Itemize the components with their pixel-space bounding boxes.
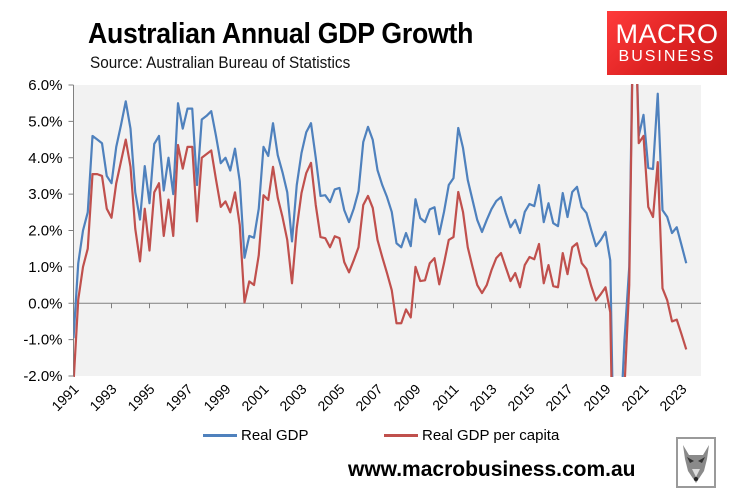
chart-title: Australian Annual GDP Growth	[88, 18, 474, 50]
logo-line-1: MACRO	[615, 19, 719, 49]
x-tick-label: 2021	[618, 381, 651, 414]
x-tick-label: 2011	[429, 381, 462, 414]
plot-area	[73, 85, 701, 376]
legend-item-real-gdp: Real GDP	[203, 427, 309, 444]
x-tick-label: 2009	[390, 381, 423, 414]
y-tick-label: 5.0%	[28, 113, 62, 130]
x-tick-label: 1995	[124, 381, 157, 414]
y-tick-label: 6.0%	[28, 77, 62, 94]
x-tick-label: 1991	[48, 381, 81, 414]
y-tick-label: 4.0%	[28, 150, 62, 167]
y-axis: 6.0% 5.0% 4.0% 3.0% 2.0% 1.0% 0.0% -1.0% -2.0%	[23, 77, 74, 385]
wolf-icon	[676, 437, 716, 488]
macrobusiness-logo: MACRO BUSINESS	[607, 11, 727, 75]
legend-label-real-gdp-per-capita: Real GDP per capita	[422, 427, 560, 444]
x-tick-label: 2003	[276, 381, 309, 414]
x-tick-label: 2005	[314, 381, 347, 414]
y-tick-label: 1.0%	[28, 259, 62, 276]
y-tick-label: 3.0%	[28, 186, 62, 203]
x-tick-label: 1999	[200, 381, 233, 414]
x-tick-label: 2017	[542, 381, 575, 414]
x-tick-label: 1993	[86, 381, 119, 414]
logo-line-2: BUSINESS	[618, 48, 716, 65]
chart-subtitle: Source: Australian Bureau of Statistics	[90, 53, 351, 72]
x-tick-label: 1997	[162, 381, 195, 414]
series-group	[73, 84, 688, 377]
x-tick-label: 2001	[238, 381, 271, 414]
legend-item-real-gdp-per-capita: Real GDP per capita	[384, 427, 559, 444]
legend-swatch-real-gdp-per-capita	[384, 434, 418, 437]
series-line-real-gdp-per-capita	[73, 84, 688, 377]
series-line-real-gdp	[73, 84, 688, 377]
y-tick-label: 2.0%	[28, 223, 62, 240]
x-tick-label: 2013	[466, 381, 499, 414]
x-tick-label: 2015	[504, 381, 537, 414]
y-tick-label: -1.0%	[23, 332, 62, 349]
x-tick-label: 2019	[580, 381, 613, 414]
y-tick-label: -2.0%	[23, 368, 62, 385]
x-tick-label: 2007	[352, 381, 385, 414]
website-url: www.macrobusiness.com.au	[348, 458, 636, 481]
y-tick-label: 0.0%	[28, 295, 62, 312]
x-tick-label: 2023	[656, 381, 689, 414]
legend-swatch-real-gdp	[203, 434, 237, 437]
legend-label-real-gdp: Real GDP	[241, 427, 309, 444]
